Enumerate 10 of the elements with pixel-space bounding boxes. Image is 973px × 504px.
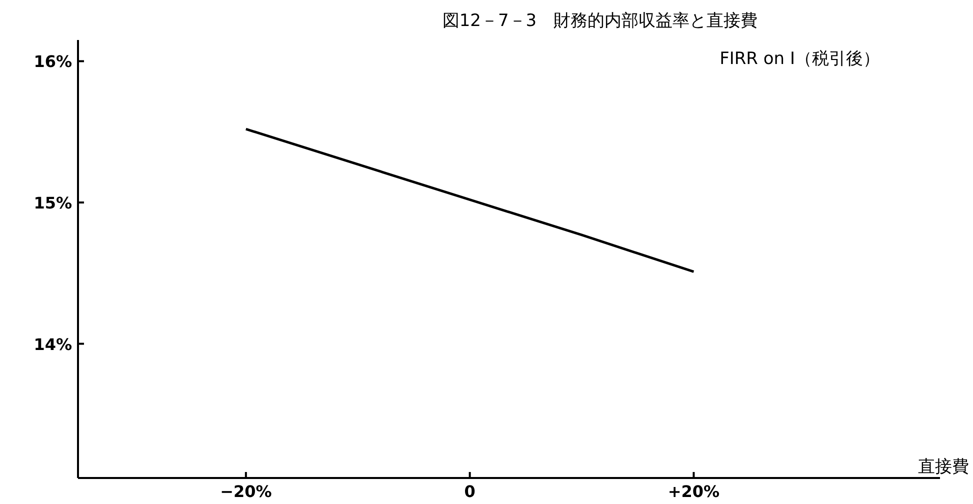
text: FIRR on I（税引後）: [720, 49, 880, 69]
x-axis-title: 直接費: [918, 457, 969, 477]
y-tick-label: 16%: [34, 52, 72, 72]
chart-title: 図12－7－3 財務的内部収益率と直接費: [442, 11, 758, 31]
line-series: [244, 128, 695, 273]
x-tick-label: 0: [464, 482, 476, 501]
x-tick-label: −20%: [220, 482, 272, 501]
x-tick-label: +20%: [668, 482, 720, 501]
y-tick-label: 15%: [34, 193, 72, 212]
y-tick-label: 14%: [34, 334, 72, 354]
